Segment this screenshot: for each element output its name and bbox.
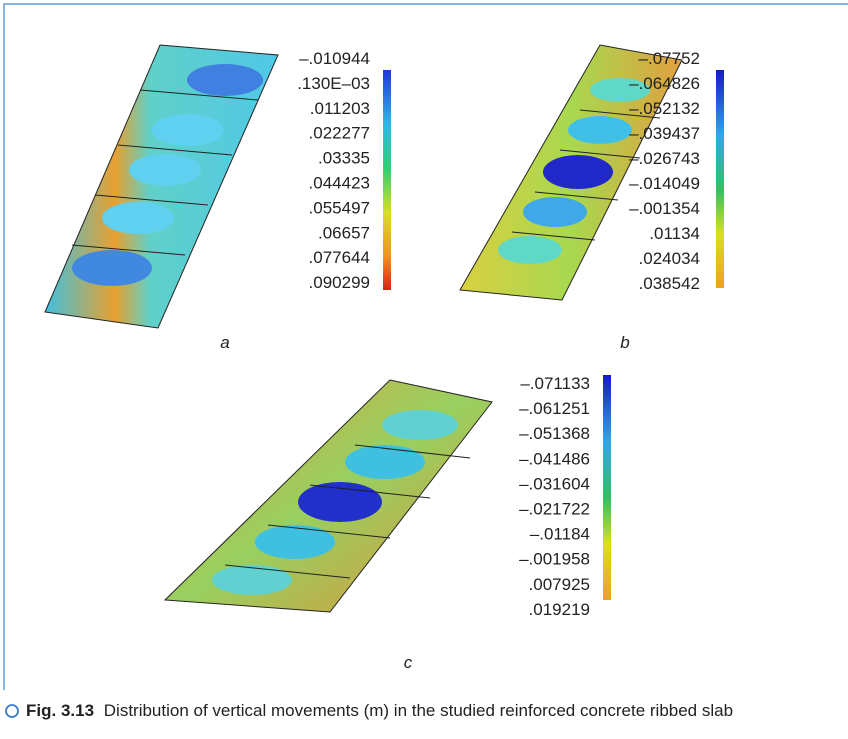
legend-label: –.010944 — [299, 49, 370, 68]
legend-label: –.07752 — [639, 49, 700, 68]
legend-label: –.061251 — [519, 399, 590, 418]
legend-label: –.064826 — [629, 74, 700, 93]
legend-label: .019219 — [529, 600, 590, 619]
legend-label: –.071133 — [520, 374, 590, 393]
panel-label: a — [220, 333, 229, 352]
legend-label: .022277 — [309, 124, 370, 143]
color-bar — [716, 70, 724, 288]
legend-label: .077644 — [309, 248, 370, 267]
color-bar — [603, 375, 611, 600]
legend-label: –.052132 — [629, 99, 700, 118]
legend-label: .038542 — [639, 274, 700, 293]
slab-a — [45, 45, 278, 328]
legend-label: .01134 — [649, 224, 700, 243]
legend-label: .007925 — [529, 575, 590, 594]
legend-label: –.039437 — [629, 124, 700, 143]
legend-label: .03335 — [318, 149, 370, 168]
legend-label: .044423 — [309, 174, 370, 193]
caption-bullet — [6, 705, 18, 717]
legend-label: –.01184 — [530, 525, 590, 544]
legend-label: .011203 — [310, 99, 370, 118]
legend-label: –.001354 — [629, 199, 700, 218]
legend-label: –.031604 — [519, 474, 590, 493]
legend-label: .130E–03 — [297, 74, 370, 93]
figure: a b c Fig. 3.13 Distribution of vertical… — [0, 0, 848, 734]
slab-c — [165, 380, 492, 612]
legend-label: –.041486 — [519, 449, 590, 468]
legend-label: .055497 — [309, 198, 370, 217]
legend-label: –.051368 — [519, 424, 590, 443]
panel-label: b — [620, 333, 629, 352]
legend-label: –.001958 — [519, 550, 590, 569]
caption-number: Fig. 3.13 — [26, 701, 94, 720]
legend-label: .024034 — [639, 249, 700, 268]
legend-label: –.014049 — [629, 174, 700, 193]
legend-label: –.021722 — [519, 500, 590, 519]
legend-label: –.026743 — [629, 149, 700, 168]
caption: Fig. 3.13 Distribution of vertical movem… — [26, 701, 733, 720]
color-bar — [383, 70, 391, 290]
caption-text: Distribution of vertical movements (m) i… — [104, 701, 733, 720]
panel-label: c — [404, 653, 413, 672]
legend-label: .090299 — [309, 273, 370, 292]
legend-label: .06657 — [318, 223, 370, 242]
